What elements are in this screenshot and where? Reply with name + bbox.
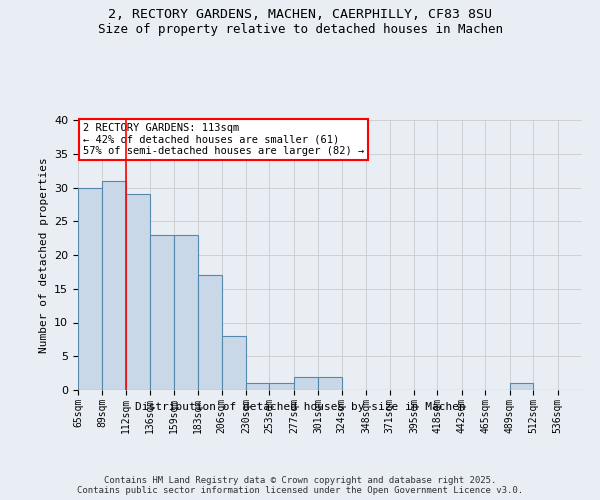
Text: Size of property relative to detached houses in Machen: Size of property relative to detached ho… (97, 22, 503, 36)
Bar (510, 383, 533, 390)
Bar (294, 376, 318, 390)
Text: Distribution of detached houses by size in Machen: Distribution of detached houses by size … (134, 402, 466, 412)
Bar (78, 188, 103, 390)
Bar (150, 235, 174, 390)
Bar (221, 336, 246, 390)
Bar (126, 194, 150, 390)
Bar (318, 376, 342, 390)
Bar (103, 180, 126, 390)
Text: 2 RECTORY GARDENS: 113sqm
← 42% of detached houses are smaller (61)
57% of semi-: 2 RECTORY GARDENS: 113sqm ← 42% of detac… (83, 122, 364, 156)
Y-axis label: Number of detached properties: Number of detached properties (38, 157, 49, 353)
Text: 2, RECTORY GARDENS, MACHEN, CAERPHILLY, CF83 8SU: 2, RECTORY GARDENS, MACHEN, CAERPHILLY, … (108, 8, 492, 20)
Text: Contains HM Land Registry data © Crown copyright and database right 2025.
Contai: Contains HM Land Registry data © Crown c… (77, 476, 523, 495)
Bar (198, 275, 221, 390)
Bar (246, 383, 269, 390)
Bar (174, 235, 198, 390)
Bar (269, 383, 294, 390)
